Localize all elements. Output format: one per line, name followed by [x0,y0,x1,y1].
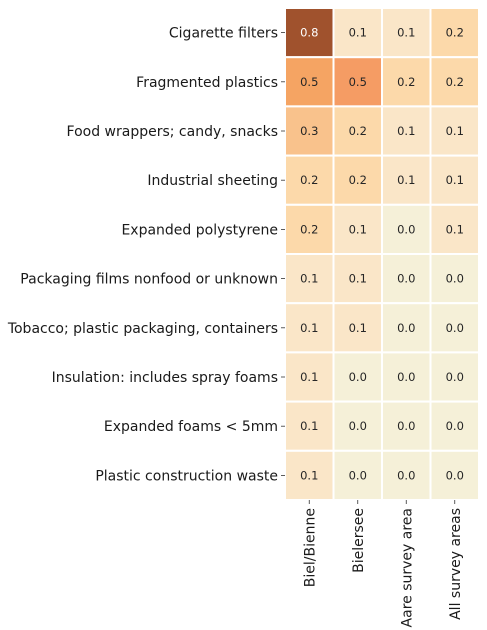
heatmap-cell [284,449,335,501]
cell-value-label: 0.1 [397,124,415,138]
column-label-biel-bienne: Biel/Bienne [302,508,318,587]
heatmap-cell [332,56,383,108]
row-label-expanded-foams-5mm: Expanded foams < 5mm [104,419,278,435]
cell-value-label: 0.1 [349,222,367,236]
heatmap-cell [429,56,480,108]
cell-value-label: 0.2 [300,222,318,236]
cell-value-label: 0.2 [446,26,464,40]
row-label-cigarette-filters: Cigarette filters [169,26,278,42]
cell-value-label: 0.1 [300,419,318,433]
heatmap-cell [429,400,480,452]
cell-value-label: 0.0 [446,468,464,482]
heatmap-cell [429,203,480,256]
cell-value-label: 0.3 [300,124,318,138]
cell-value-label: 0.0 [397,321,415,335]
cell-value-label: 0.1 [446,222,464,236]
heatmap-cells: 0.8 0.1 0.1 0.2 0.5 0.5 0.2 0.2 0.3 0.2 0.1 0.1 0.2 0… [284,7,480,501]
cell-value-label: 0.0 [446,272,464,286]
cell-value-label: 0.2 [349,124,367,138]
heatmap-cell [332,253,383,305]
cell-value-label: 0.1 [446,173,464,187]
cell-value-label: 0.0 [446,370,464,384]
cell-value-label: 0.0 [397,419,415,433]
row-label-tobacco-plastic-packaging-containers: Tobacco; plastic packaging, containers [7,321,278,337]
heatmap-cell [429,7,480,59]
heatmap-cell [381,302,432,354]
column-label-all-survey-areas: All survey areas [448,508,464,620]
cell-value-label: 0.1 [349,26,367,40]
cell-value-label: 0.0 [397,370,415,384]
heatmap-cell [332,154,383,206]
row-label-industrial-sheeting: Industrial sheeting [147,173,278,189]
heatmap-cell [381,351,432,403]
cell-value-label: 0.1 [300,321,318,335]
heatmap-cell [332,105,383,157]
row-label-packaging-films-nonfood-or-unknown: Packaging films nonfood or unknown [20,272,278,288]
cell-value-label: 0.1 [300,272,318,286]
cell-value-label: 0.2 [397,75,415,89]
heatmap-cell [429,154,480,206]
cell-value-label: 0.0 [349,468,367,482]
heatmap-cell [381,203,432,256]
cell-value-label: 0.1 [397,26,415,40]
cell-value-label: 0.5 [300,75,318,89]
column-label-bielersee: Bielersee [351,508,367,573]
cell-value-label: 0.5 [349,75,367,89]
heatmap-cell [429,253,480,305]
row-label-fragmented-plastics: Fragmented plastics [136,75,278,91]
cell-value-label: 0.0 [397,222,415,236]
cell-value-label: 0.0 [349,370,367,384]
cell-value-label: 0.8 [300,26,318,40]
row-label-food-wrappers-candy-snacks: Food wrappers; candy, snacks [67,124,278,140]
row-label-plastic-construction-waste: Plastic construction waste [95,468,278,484]
cell-value-label: 0.2 [446,75,464,89]
cell-value-label: 0.1 [300,468,318,482]
row-labels: Cigarette filters Fragmented plastics Food… [7,26,285,484]
heatmap-cell [284,351,335,403]
heatmap-cell [381,253,432,305]
column-labels: Biel/Bienne Bielersee Aare survey area All … [302,500,464,627]
cell-value-label: 0.0 [446,419,464,433]
cell-value-label: 0.0 [397,468,415,482]
cell-value-label: 0.1 [349,272,367,286]
cell-value-label: 0.1 [349,321,367,335]
heatmap-cell [429,105,480,157]
cell-value-label: 0.2 [349,173,367,187]
cell-value-label: 0.2 [300,173,318,187]
cell-value-label: 0.1 [446,124,464,138]
cell-value-label: 0.0 [349,419,367,433]
cell-value-label: 0.1 [300,370,318,384]
row-label-expanded-polystyrene: Expanded polystyrene [121,222,278,238]
cell-value-label: 0.0 [446,321,464,335]
column-label-aare-survey-area: Aare survey area [399,508,415,627]
cell-value-label: 0.1 [397,173,415,187]
row-label-insulation-includes-spray-foams: Insulation: includes spray foams [52,370,278,386]
cell-value-label: 0.0 [397,272,415,286]
